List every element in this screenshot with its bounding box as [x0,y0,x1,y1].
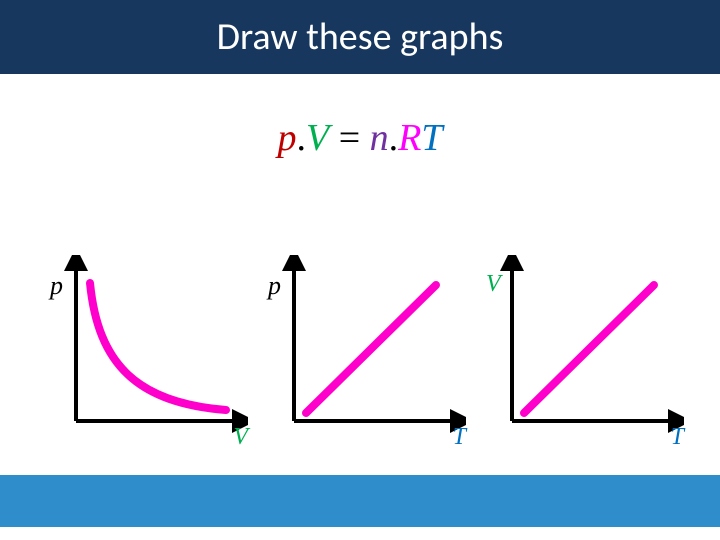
equation-part: . [296,117,306,159]
curve [306,285,436,413]
x-axis-label: T [671,424,684,451]
footer-bar [0,475,720,527]
chart-svg [48,255,248,445]
chart-vt: VT [484,255,684,445]
x-axis-label: T [453,424,466,451]
y-axis-label: p [268,271,281,301]
y-axis-label: V [486,271,501,298]
equation-part: n [370,117,389,159]
slide: Draw these graphs p.V = n.RT pV pT VT [0,0,720,540]
chart-pt: pT [266,255,466,445]
chart-svg [484,255,684,445]
slide-title: Draw these graphs [217,14,504,60]
title-bar: Draw these graphs [0,0,720,74]
equation-part: p [277,117,296,159]
equation-part: V [306,117,329,159]
x-axis-label: V [233,424,248,451]
chart-svg [266,255,466,445]
equation-part: R [398,117,421,159]
curve [90,283,226,410]
ideal-gas-equation: p.V = n.RT [0,116,720,160]
equation-part: T [421,117,442,159]
chart-pv: pV [48,255,248,445]
equation-part: = [329,117,369,159]
curve [524,285,654,413]
y-axis-label: p [50,271,63,301]
charts-row: pV pT VT [48,255,684,445]
equation-part: . [389,117,399,159]
